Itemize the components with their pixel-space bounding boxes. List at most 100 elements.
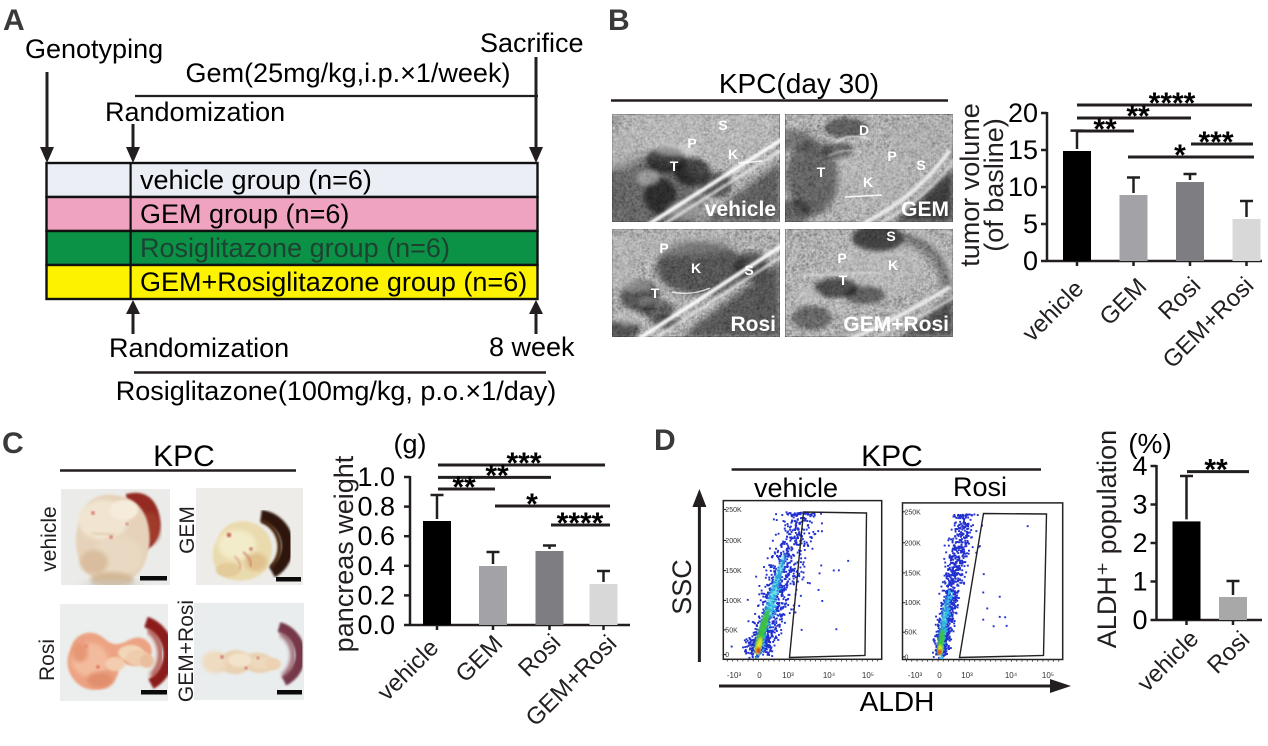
- svg-text:vehicle: vehicle: [705, 198, 776, 221]
- svg-text:250K: 250K: [725, 507, 742, 514]
- svg-text:T: T: [817, 164, 826, 180]
- svg-text:Gem(25mg/kg,i.p.×1/week): Gem(25mg/kg,i.p.×1/week): [186, 58, 511, 88]
- svg-text:pancreas weight: pancreas weight: [329, 455, 359, 652]
- svg-text:B: B: [608, 4, 630, 37]
- svg-text:ALDH: ALDH: [860, 686, 935, 717]
- svg-text:Rosiglitazone group (n=6): Rosiglitazone group (n=6): [140, 233, 450, 263]
- svg-text:GEM: GEM: [176, 506, 199, 554]
- svg-text:*: *: [526, 488, 538, 521]
- svg-text:P: P: [659, 240, 668, 256]
- svg-text:vehicle: vehicle: [38, 506, 61, 571]
- svg-text:D: D: [654, 424, 676, 457]
- svg-text:0.8: 0.8: [357, 492, 395, 522]
- svg-text:10⁴: 10⁴: [1005, 671, 1018, 680]
- svg-text:0: 0: [757, 671, 762, 680]
- svg-text:T: T: [651, 285, 660, 301]
- svg-text:1: 1: [1132, 567, 1147, 597]
- svg-text:**: **: [1093, 113, 1117, 146]
- svg-text:1.0: 1.0: [357, 462, 395, 492]
- svg-text:0: 0: [1023, 246, 1038, 276]
- svg-text:GEM+Rosi: GEM+Rosi: [175, 600, 198, 702]
- svg-text:10: 10: [1008, 172, 1038, 202]
- svg-text:2: 2: [1132, 528, 1147, 558]
- svg-text:Rosi: Rosi: [730, 313, 776, 336]
- svg-text:100K: 100K: [725, 598, 742, 605]
- svg-text:***: ***: [506, 447, 541, 480]
- svg-text:3: 3: [1132, 490, 1147, 520]
- svg-text:vehicle group (n=6): vehicle group (n=6): [140, 165, 372, 195]
- svg-text:8 week: 8 week: [489, 332, 575, 362]
- svg-text:K: K: [728, 146, 738, 162]
- svg-text:A: A: [3, 4, 25, 37]
- svg-text:0.2: 0.2: [357, 580, 395, 610]
- svg-text:100K: 100K: [905, 600, 922, 607]
- svg-text:Randomization: Randomization: [109, 333, 289, 363]
- svg-text:0.0: 0.0: [357, 610, 395, 640]
- svg-text:K: K: [691, 260, 701, 276]
- svg-text:tumor volume: tumor volume: [955, 103, 985, 267]
- svg-text:50K: 50K: [725, 627, 738, 634]
- svg-text:K: K: [888, 257, 898, 273]
- svg-text:0.6: 0.6: [357, 521, 395, 551]
- svg-text:***: ***: [1198, 126, 1233, 159]
- svg-text:GEM: GEM: [901, 198, 949, 221]
- svg-text:50K: 50K: [905, 630, 918, 637]
- svg-text:SSC: SSC: [667, 559, 697, 615]
- svg-text:S: S: [744, 262, 753, 278]
- svg-text:ALDH⁺ population: ALDH⁺ population: [1092, 430, 1122, 648]
- svg-text:150K: 150K: [725, 568, 742, 575]
- svg-text:K: K: [863, 174, 873, 190]
- svg-text:-10³: -10³: [908, 671, 923, 680]
- svg-text:0: 0: [725, 652, 729, 659]
- svg-text:4: 4: [1132, 451, 1147, 481]
- svg-text:GEM+Rosiglitazone group (n=6): GEM+Rosiglitazone group (n=6): [140, 267, 527, 297]
- svg-text:10³: 10³: [782, 671, 794, 680]
- svg-text:C: C: [2, 427, 24, 460]
- svg-text:*: *: [1174, 139, 1186, 172]
- svg-text:KPC: KPC: [861, 440, 923, 473]
- svg-text:0.4: 0.4: [357, 551, 395, 581]
- svg-text:20: 20: [1008, 98, 1038, 128]
- svg-text:**: **: [1204, 454, 1228, 487]
- svg-text:GEM+Rosi: GEM+Rosi: [843, 313, 949, 336]
- svg-text:10⁵: 10⁵: [862, 671, 874, 680]
- svg-text:Rosi: Rosi: [36, 639, 59, 681]
- svg-text:P: P: [687, 135, 696, 151]
- svg-text:(%): (%): [1128, 428, 1172, 459]
- svg-text:D: D: [859, 122, 869, 138]
- svg-text:**: **: [1126, 100, 1150, 133]
- svg-text:0: 0: [937, 671, 942, 680]
- svg-text:T: T: [839, 272, 848, 288]
- svg-text:150K: 150K: [905, 570, 922, 577]
- svg-text:KPC(day 30): KPC(day 30): [719, 68, 879, 99]
- svg-text:vehicle: vehicle: [754, 473, 838, 503]
- svg-text:Sacrifice: Sacrifice: [480, 28, 584, 58]
- svg-text:Genotyping: Genotyping: [25, 34, 163, 64]
- svg-text:0: 0: [905, 654, 909, 661]
- svg-text:Rosi: Rosi: [953, 472, 1007, 502]
- svg-text:-10³: -10³: [727, 671, 742, 680]
- svg-text:(of basline): (of basline): [979, 118, 1009, 252]
- svg-text:T: T: [670, 158, 679, 174]
- svg-text:****: ****: [1149, 87, 1196, 120]
- svg-text:Rosiglitazone(100mg/kg, p.o.×1: Rosiglitazone(100mg/kg, p.o.×1/day): [116, 376, 557, 406]
- svg-text:15: 15: [1008, 135, 1038, 165]
- svg-text:P: P: [837, 250, 846, 266]
- svg-text:250K: 250K: [905, 509, 922, 516]
- svg-text:0: 0: [1132, 605, 1147, 635]
- svg-text:GEM group (n=6): GEM group (n=6): [140, 199, 349, 229]
- svg-text:10³: 10³: [961, 671, 973, 680]
- svg-text:**: **: [452, 471, 476, 504]
- svg-text:10⁵: 10⁵: [1042, 671, 1054, 680]
- svg-text:S: S: [886, 228, 895, 244]
- svg-text:S: S: [718, 117, 727, 133]
- svg-text:(g): (g): [394, 429, 427, 459]
- svg-text:200K: 200K: [725, 538, 742, 545]
- svg-text:S: S: [916, 157, 925, 173]
- svg-text:****: ****: [557, 507, 604, 540]
- svg-text:10⁴: 10⁴: [823, 671, 836, 680]
- svg-text:**: **: [485, 459, 509, 492]
- svg-text:Randomization: Randomization: [105, 97, 285, 127]
- svg-text:P: P: [887, 148, 896, 164]
- svg-text:200K: 200K: [905, 540, 922, 547]
